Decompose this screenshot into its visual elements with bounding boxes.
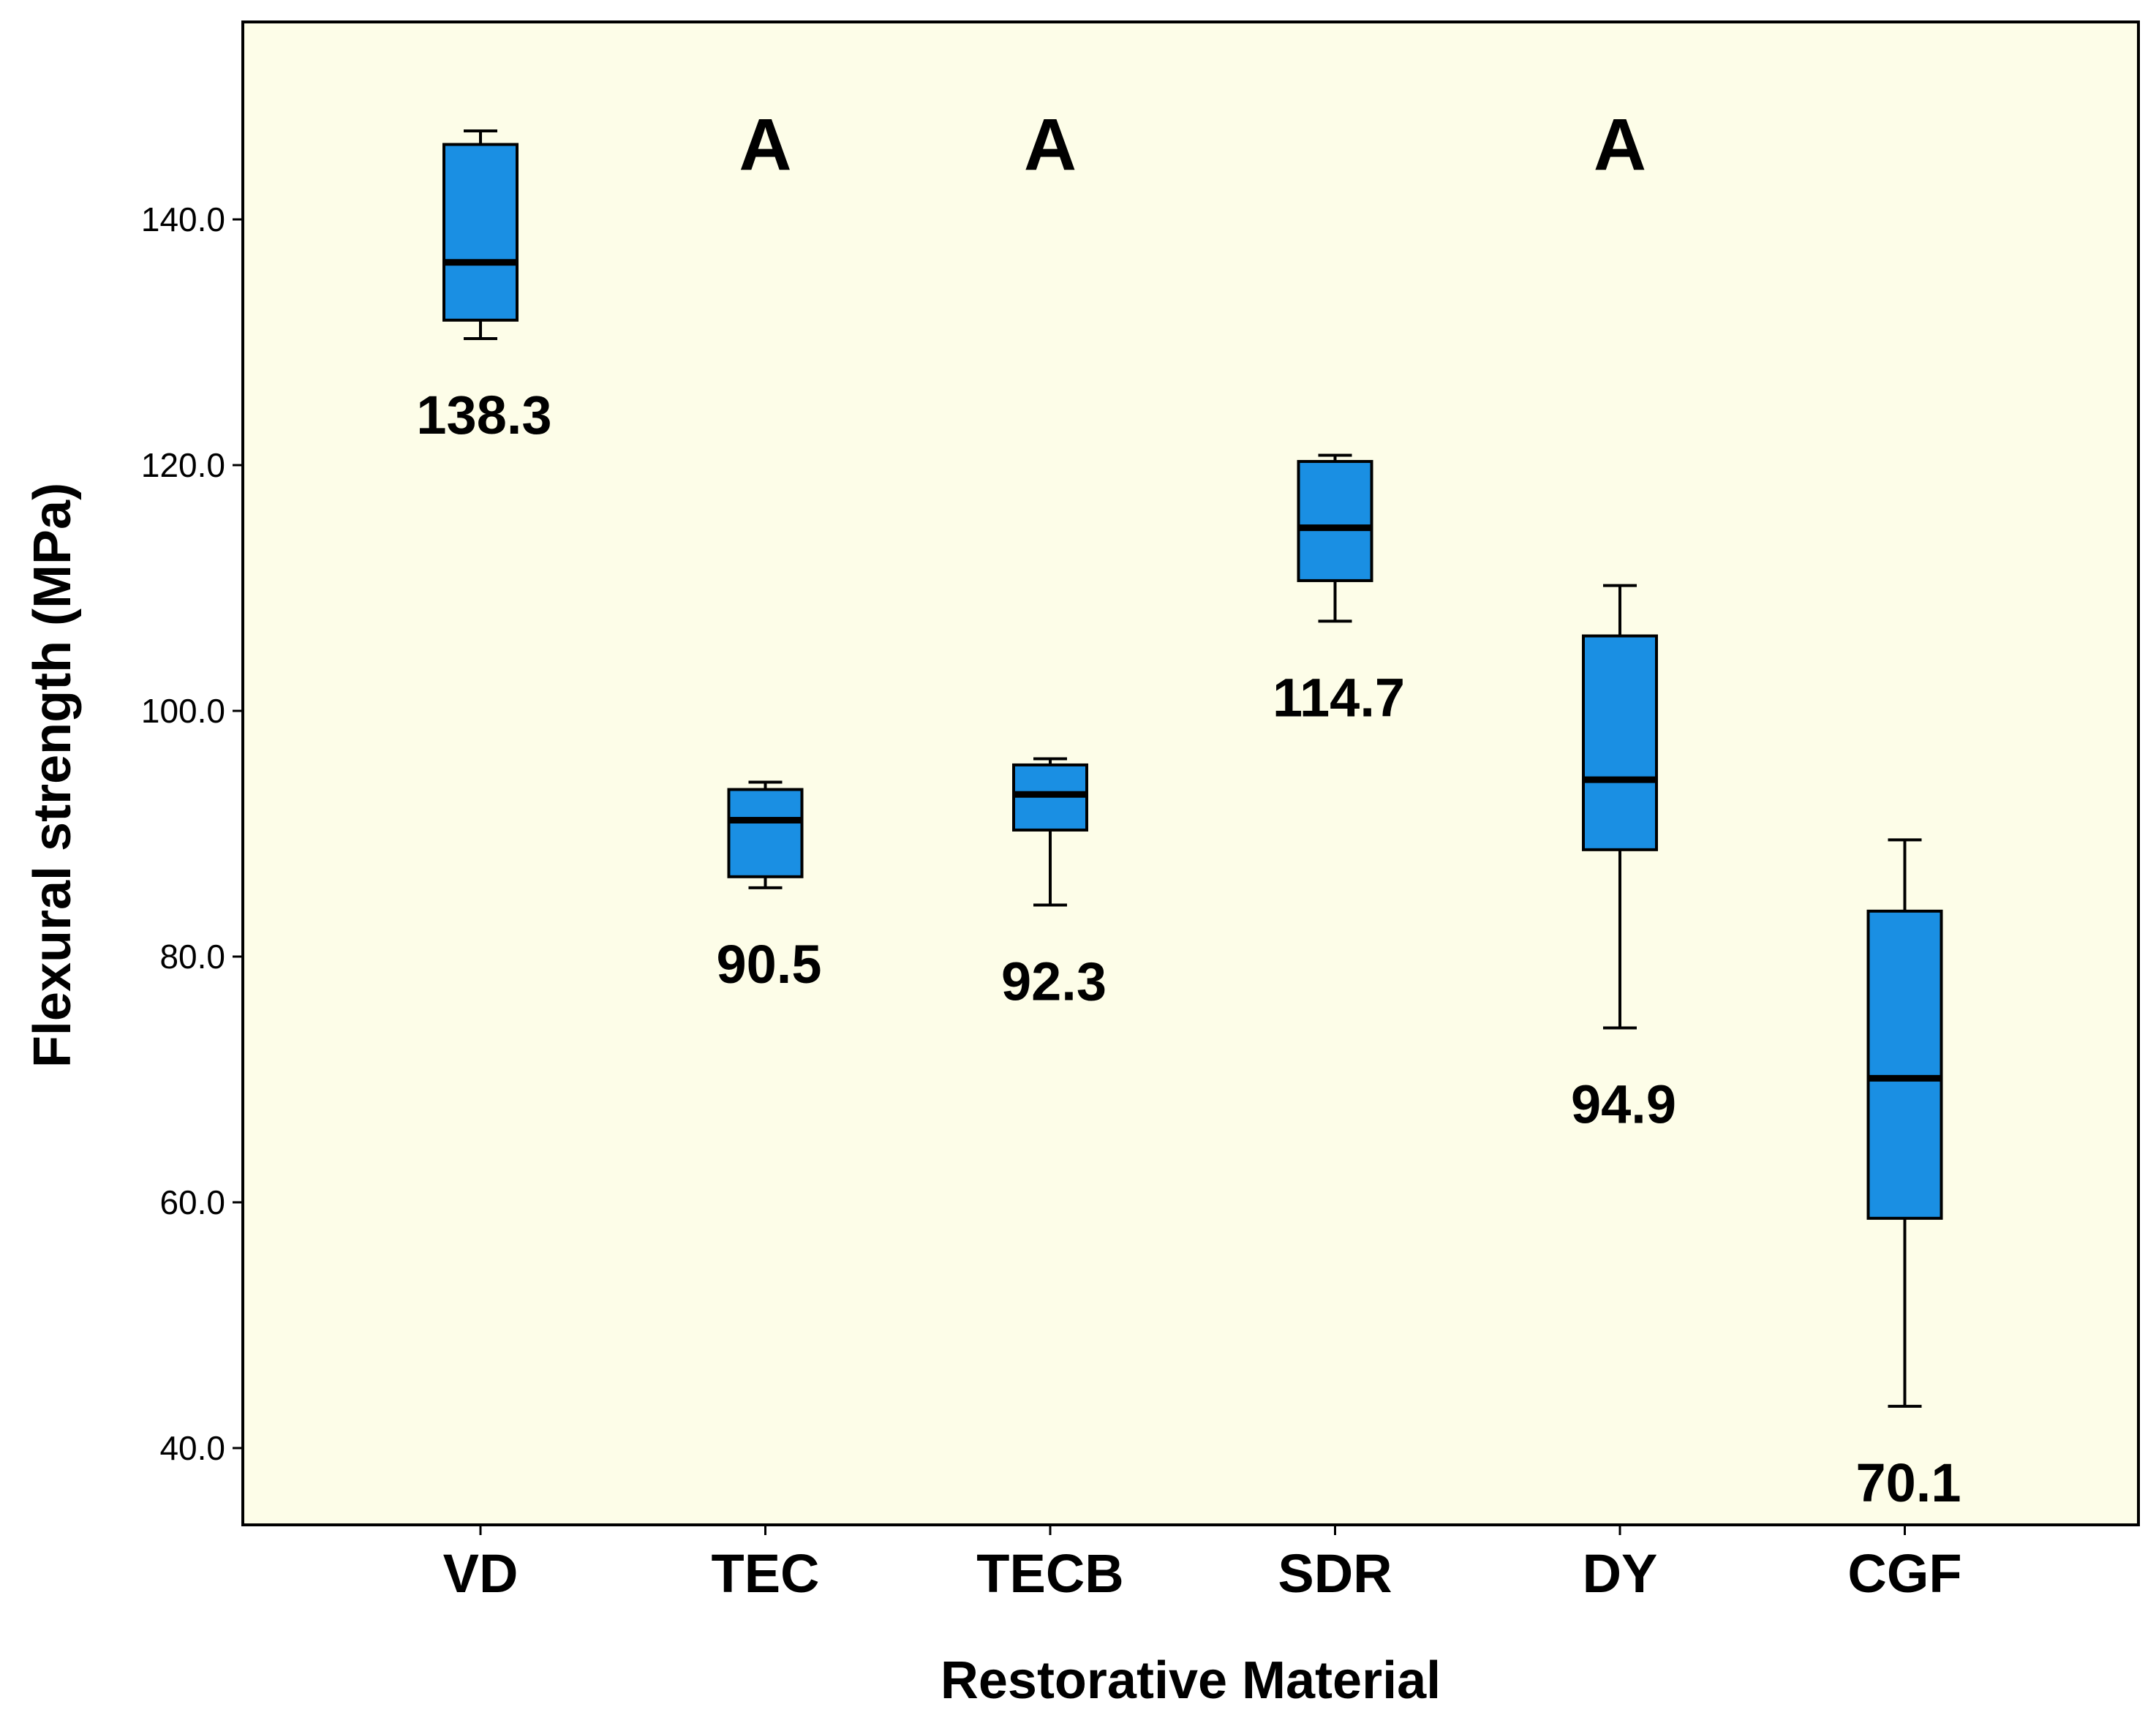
group-letter-label: A xyxy=(1594,104,1646,186)
x-tick-label: VD xyxy=(443,1543,519,1604)
y-tick-label: 120.0 xyxy=(141,446,225,484)
mean-value-label: 92.3 xyxy=(1001,951,1107,1011)
y-tick-label: 100.0 xyxy=(141,692,225,730)
mean-value-label: 114.7 xyxy=(1273,667,1405,728)
y-tick-label: 80.0 xyxy=(159,938,225,976)
box-group-dy xyxy=(1582,584,1658,1030)
mean-value-label: 138.3 xyxy=(416,385,551,445)
plot-area-border xyxy=(241,20,2140,1526)
y-tick-label: 40.0 xyxy=(159,1429,225,1467)
x-axis-title: Restorative Material xyxy=(941,1651,1441,1710)
group-letter-label: A xyxy=(1024,104,1077,186)
y-axis-title: Flexural strength (MPa) xyxy=(23,483,82,1068)
x-tick-label: TEC xyxy=(712,1543,820,1604)
box-group-sdr xyxy=(1297,453,1373,623)
box-group-tec xyxy=(727,780,804,889)
box-iqr xyxy=(727,788,804,878)
mean-value-label: 94.9 xyxy=(1571,1074,1676,1134)
y-tick-label: 140.0 xyxy=(141,200,225,238)
x-tick-label: TECB xyxy=(976,1543,1123,1604)
y-tick-label: 60.0 xyxy=(159,1183,225,1221)
x-tick-label: DY xyxy=(1583,1543,1658,1604)
box-group-tecb xyxy=(1012,757,1088,907)
box-iqr xyxy=(442,143,519,322)
x-tick-label: SDR xyxy=(1278,1543,1392,1604)
x-tick-label: CGF xyxy=(1847,1543,1961,1604)
box-group-cgf xyxy=(1866,838,1943,1408)
box-group-vd xyxy=(442,129,519,340)
box-iqr xyxy=(1866,909,1943,1220)
box-iqr xyxy=(1297,459,1373,582)
mean-value-label: 90.5 xyxy=(716,934,821,995)
plot-area-background xyxy=(243,22,2138,1525)
box-iqr xyxy=(1582,634,1658,851)
group-letter-label: A xyxy=(739,104,791,186)
mean-value-label: 70.1 xyxy=(1855,1452,1961,1513)
